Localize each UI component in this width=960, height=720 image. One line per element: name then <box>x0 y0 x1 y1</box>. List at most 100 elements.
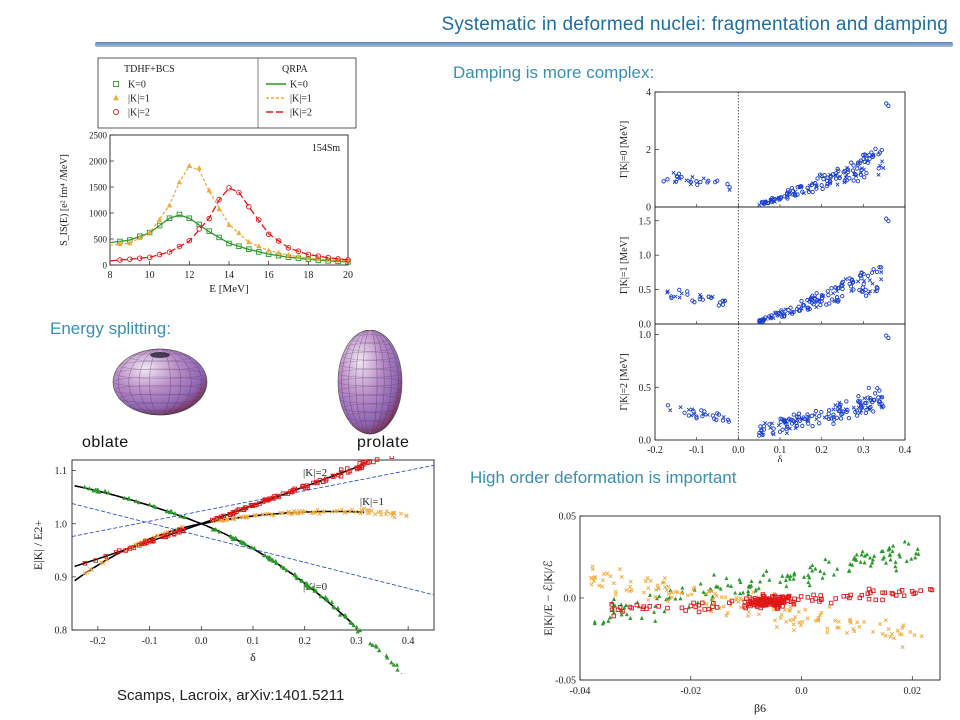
damping-point <box>871 409 876 414</box>
beta6-point <box>673 596 678 601</box>
beta6-point <box>619 574 624 580</box>
damping-point <box>859 408 864 413</box>
beta6-point <box>761 572 766 577</box>
energy-ratio-point <box>289 489 295 495</box>
damping-point <box>685 289 690 294</box>
damping-point <box>862 278 867 283</box>
beta6-point <box>729 583 734 588</box>
y-tick-label: 0 <box>646 203 651 214</box>
damping-point <box>886 335 891 341</box>
strength-point <box>176 179 183 185</box>
beta6-point <box>784 583 789 589</box>
beta6-point <box>592 574 597 579</box>
beta6-point <box>848 561 853 566</box>
damping-point <box>859 167 864 173</box>
x-tick-label: 0.0 <box>795 686 808 697</box>
damping-point <box>868 289 873 294</box>
energy-ratio-point <box>249 503 255 509</box>
oblate-ellipsoid-icon <box>112 348 208 416</box>
damping-point <box>817 421 822 426</box>
damping-point <box>701 412 706 417</box>
beta6-point <box>791 622 796 627</box>
damping-point <box>699 408 704 413</box>
k-annotation: |K|=0 <box>303 581 328 593</box>
beta6-point <box>759 597 765 602</box>
damping-point <box>806 189 812 194</box>
y-tick-label: 0.5 <box>639 383 652 394</box>
beta6-point <box>669 595 675 600</box>
beta6-point <box>862 619 867 624</box>
damping-point <box>866 291 871 296</box>
damping-point <box>673 294 678 299</box>
strength-point <box>117 257 123 263</box>
beta6-point <box>773 618 778 623</box>
damping-point <box>695 182 700 187</box>
energy-ratio-point <box>182 514 187 519</box>
strength-point <box>246 246 252 252</box>
beta6-point <box>592 579 597 584</box>
beta6-point <box>854 557 859 562</box>
beta6-point <box>793 614 798 619</box>
beta6-point <box>818 568 823 573</box>
damping-point <box>789 185 795 191</box>
beta6-point <box>901 623 906 628</box>
energy-ratio-point <box>389 456 395 459</box>
beta6-point <box>683 608 688 613</box>
beta6-point <box>891 543 896 548</box>
damping-point <box>686 407 691 412</box>
beta6-point <box>611 596 617 601</box>
damping-point <box>682 410 687 415</box>
damping-point <box>819 296 825 301</box>
y-axis-label: Γ|K|=0 [MeV] <box>619 121 630 178</box>
beta6-point <box>818 613 823 618</box>
beta6-point <box>871 629 876 634</box>
beta6-point <box>668 588 673 593</box>
strength-point <box>196 164 202 171</box>
damping-point <box>814 186 819 191</box>
damping-point <box>822 415 827 420</box>
damping-point <box>800 303 806 308</box>
beta6-point <box>818 593 823 598</box>
energy-ratio-point <box>337 612 343 617</box>
beta6-point <box>706 606 712 612</box>
beta6-point <box>648 578 653 583</box>
damping-point <box>852 172 857 177</box>
beta6-point <box>906 541 911 546</box>
beta6-point <box>780 573 785 578</box>
energy-splitting-heading: Energy splitting: <box>50 319 171 338</box>
beta6-point <box>785 574 790 579</box>
damping-point <box>828 175 833 180</box>
damping-point <box>819 183 824 188</box>
energy-ratio-point <box>338 474 344 479</box>
beta6-point <box>757 602 763 607</box>
beta6-point <box>613 592 618 597</box>
beta6-point <box>606 618 611 623</box>
beta6-point <box>592 576 597 581</box>
prolate-label: prolate <box>357 434 410 451</box>
beta6-point <box>624 612 629 617</box>
beta6-point <box>846 568 851 574</box>
legend-title-qrpa: QRPA <box>282 64 309 75</box>
damping-point <box>824 302 829 307</box>
damping-point <box>700 413 705 419</box>
beta6-point <box>864 552 870 557</box>
damping-point <box>879 277 884 282</box>
beta6-point <box>753 587 758 592</box>
beta6-point <box>601 619 606 624</box>
strength-point <box>236 189 242 196</box>
beta6-point <box>746 613 751 618</box>
damping-point <box>788 305 793 310</box>
damping-point <box>819 299 824 304</box>
beta6-point <box>820 575 825 580</box>
energy-ratio-point <box>151 503 157 508</box>
strength-point <box>226 185 232 191</box>
damping-point <box>846 415 851 421</box>
beta6-point <box>788 618 793 623</box>
energy-ratio-point <box>147 502 152 507</box>
energy-ratio-point <box>241 540 247 545</box>
damping-point <box>784 431 789 436</box>
damping-point <box>850 279 856 285</box>
beta6-point <box>784 619 789 624</box>
y-tick-label: 0.0 <box>564 594 577 605</box>
damping-point <box>813 299 818 305</box>
